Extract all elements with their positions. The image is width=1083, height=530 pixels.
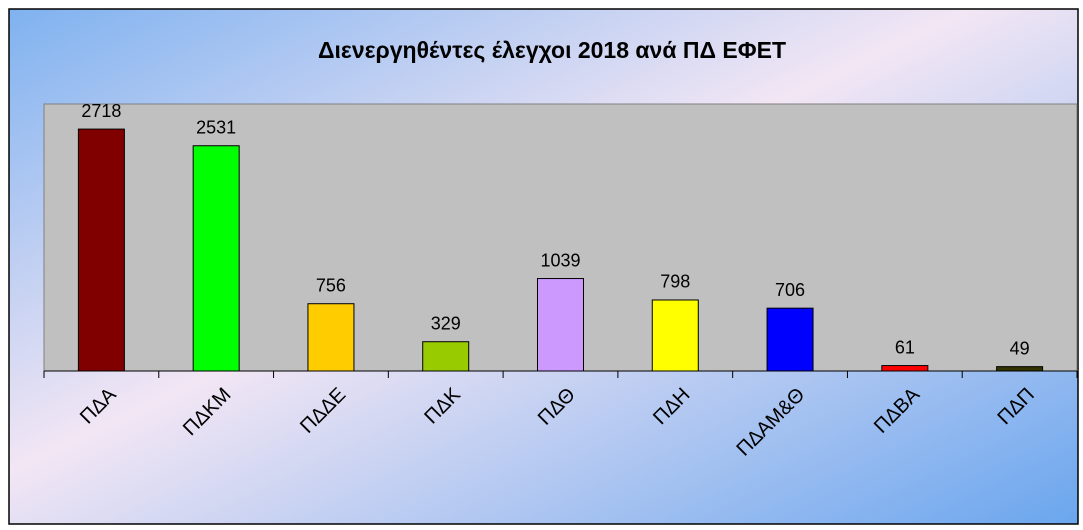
value-label: 49 [1010,338,1030,358]
bar [996,366,1044,372]
bar [307,303,355,372]
bar [537,278,584,372]
bar [422,341,470,372]
value-label: 329 [431,313,461,333]
bar [766,307,814,372]
value-label: 61 [895,337,915,357]
bar [881,365,929,372]
value-label: 1039 [540,250,580,270]
bar [192,145,240,372]
chart-title: Διενεργηθέντες έλεγχοι 2018 ανά ΠΔ ΕΦΕΤ [318,37,786,63]
value-label: 756 [316,275,346,295]
value-label: 798 [660,272,690,292]
value-label: 2718 [81,101,121,121]
bar [651,299,699,372]
bar [77,128,125,372]
value-label: 706 [775,280,805,300]
value-label: 2531 [196,117,236,137]
